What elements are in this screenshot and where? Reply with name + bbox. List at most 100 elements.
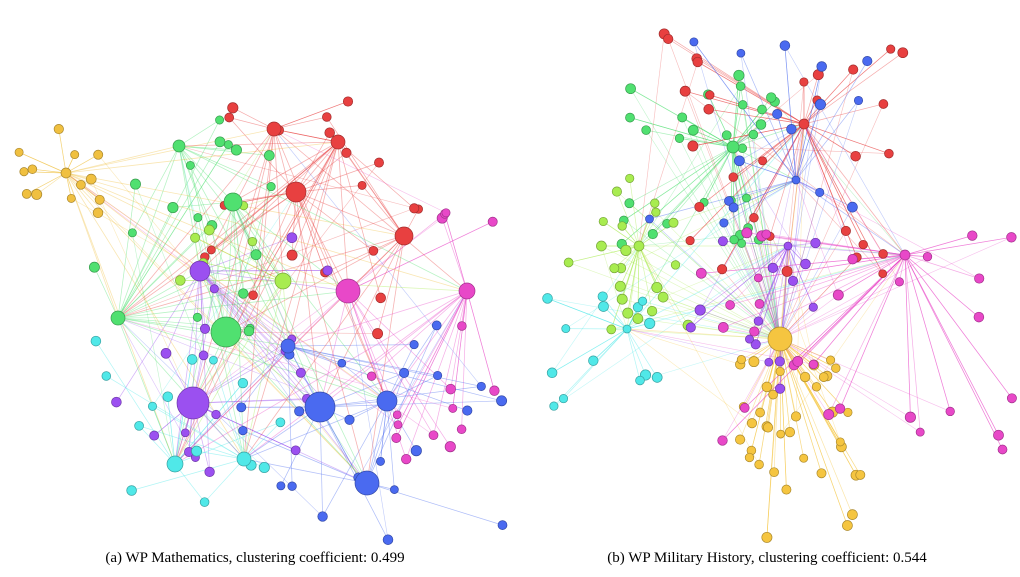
node <box>286 232 298 244</box>
node <box>886 44 896 54</box>
node <box>223 192 243 212</box>
node <box>444 441 456 453</box>
node <box>622 324 632 334</box>
edge <box>779 69 854 340</box>
node <box>772 109 783 120</box>
node <box>798 118 810 130</box>
node <box>286 249 298 261</box>
edge <box>803 123 864 245</box>
edge <box>779 192 820 340</box>
node <box>650 198 660 208</box>
edge <box>232 191 297 203</box>
node <box>750 339 761 350</box>
edge <box>287 345 468 411</box>
edge <box>152 191 297 407</box>
edge <box>397 290 468 425</box>
edge <box>779 237 1012 340</box>
node <box>597 291 608 302</box>
edge <box>117 144 229 319</box>
edge <box>295 162 380 193</box>
edge <box>738 75 781 340</box>
edge <box>803 69 854 125</box>
node <box>757 104 767 115</box>
edge <box>663 33 805 125</box>
edge <box>593 328 628 361</box>
edge <box>767 338 781 428</box>
edge <box>204 141 339 258</box>
edge <box>295 191 405 237</box>
edge <box>601 245 781 340</box>
node <box>694 304 706 316</box>
node <box>625 173 635 183</box>
node <box>428 430 439 441</box>
node <box>166 455 184 473</box>
edge <box>743 338 781 407</box>
node <box>598 216 608 227</box>
edge <box>729 254 906 306</box>
node <box>167 202 179 214</box>
edge <box>174 270 201 465</box>
edge <box>623 146 734 221</box>
edge <box>767 338 781 428</box>
edge <box>178 145 201 272</box>
edge <box>621 146 734 245</box>
edge <box>165 270 201 354</box>
edge <box>178 145 250 332</box>
node <box>337 358 347 368</box>
edge <box>178 145 252 466</box>
edge <box>178 119 220 147</box>
edge <box>904 236 1012 256</box>
node <box>247 236 258 247</box>
edge <box>797 254 906 362</box>
node <box>850 150 861 162</box>
node <box>670 260 681 270</box>
node <box>101 371 112 381</box>
edge <box>803 123 884 274</box>
node <box>816 61 827 72</box>
edge <box>450 290 468 390</box>
edge <box>795 104 821 181</box>
edge <box>779 338 842 447</box>
node <box>304 391 336 423</box>
node <box>368 245 379 256</box>
node <box>651 372 663 383</box>
edge <box>732 146 735 240</box>
edge <box>690 245 789 328</box>
edge <box>779 338 791 433</box>
edge <box>699 123 805 208</box>
edge <box>347 290 388 402</box>
edge <box>192 217 443 404</box>
node <box>858 239 868 250</box>
edge <box>771 97 906 256</box>
node <box>786 124 797 135</box>
node <box>735 81 746 91</box>
edge <box>547 298 628 330</box>
node <box>728 202 739 213</box>
edge <box>722 338 781 441</box>
node <box>462 405 473 416</box>
edge <box>693 41 797 181</box>
edge <box>766 338 781 427</box>
node <box>263 150 275 161</box>
edge <box>95 340 176 465</box>
edge <box>295 141 339 193</box>
edge <box>214 288 289 347</box>
edge <box>803 123 889 154</box>
node <box>290 445 301 456</box>
edge <box>295 132 330 193</box>
edge <box>273 128 447 214</box>
node <box>237 377 249 389</box>
edge <box>663 296 781 340</box>
edge <box>904 254 1003 450</box>
edge <box>396 290 468 439</box>
edge <box>776 113 797 181</box>
node <box>808 359 819 370</box>
node <box>651 281 663 294</box>
edge <box>803 123 856 157</box>
edge <box>322 400 388 517</box>
node <box>588 355 599 366</box>
node <box>769 467 779 478</box>
node <box>748 356 760 368</box>
edge <box>602 296 628 330</box>
edge <box>347 212 447 292</box>
